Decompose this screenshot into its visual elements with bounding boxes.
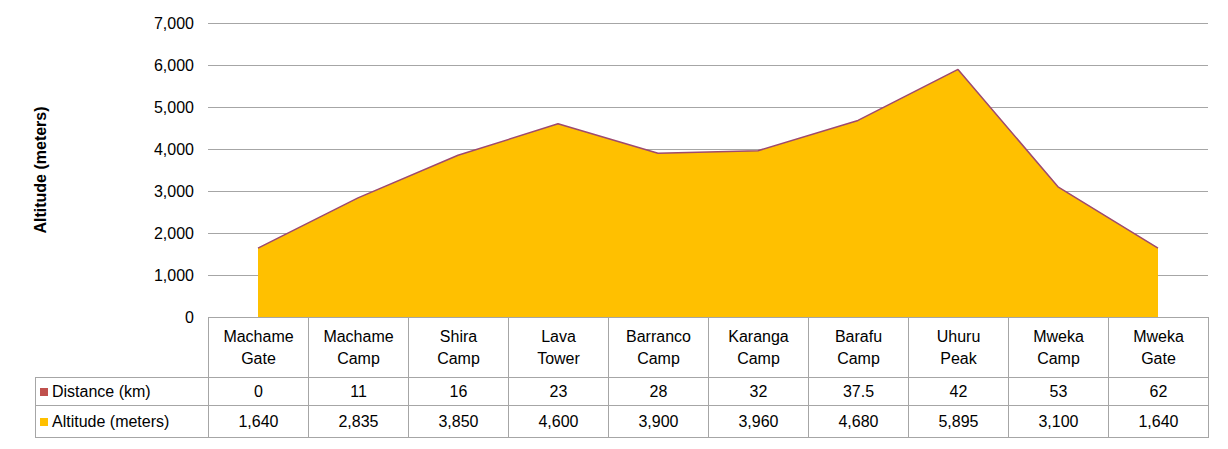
html-text:53: 53 (1049, 382, 1068, 400)
html-text:Mweka: Mweka (1133, 327, 1184, 345)
html-text:2,835: 2,835 (338, 412, 379, 430)
html-text:37.5: 37.5 (842, 382, 875, 400)
svg-text:4,000: 4,000 (154, 141, 194, 158)
html-text:62: 62 (1149, 382, 1168, 400)
html-text:3,100: 3,100 (1038, 412, 1079, 430)
html-text:Uhuru: Uhuru (936, 327, 981, 345)
html-text:Karanga: Karanga (728, 327, 789, 345)
html-text:Machame: Machame (223, 327, 294, 345)
html-text:Camp: Camp (437, 349, 480, 367)
html-text:1,640: 1,640 (238, 412, 279, 430)
html-text:Camp: Camp (1037, 349, 1080, 367)
html-text:Barafu: Barafu (834, 327, 883, 345)
html-text:Peak: Peak (940, 349, 977, 367)
html-text:Gate: Gate (1141, 349, 1176, 367)
html-text:4,600: 4,600 (538, 412, 579, 430)
html-text:Altitude (meters): Altitude (meters) (52, 412, 170, 430)
html-text:1,640: 1,640 (1138, 412, 1179, 430)
html-text:Distance (km): Distance (km) (52, 382, 151, 400)
html-text:0: 0 (254, 382, 263, 400)
svg-text:Altitude (meters): Altitude (meters) (32, 106, 49, 233)
html-text:28: 28 (649, 382, 668, 400)
html-text:3,960: 3,960 (738, 412, 779, 430)
svg-text:3,000: 3,000 (154, 183, 194, 200)
html-text:3,850: 3,850 (438, 412, 479, 430)
html-text:3,900: 3,900 (638, 412, 679, 430)
html-text:42: 42 (949, 382, 968, 400)
html-text:Gate: Gate (241, 349, 276, 367)
svg-text:2,000: 2,000 (154, 225, 194, 242)
svg-text:7,000: 7,000 (154, 15, 194, 32)
html-text:Mweka: Mweka (1033, 327, 1084, 345)
html-text:Camp: Camp (837, 349, 880, 367)
svg-text:5,000: 5,000 (154, 99, 194, 116)
html-text:Machame: Machame (323, 327, 394, 345)
html-text:5,895: 5,895 (938, 412, 979, 430)
html-text:Camp: Camp (337, 349, 380, 367)
html-text:Shira: Shira (439, 327, 478, 345)
html-text:Camp: Camp (737, 349, 780, 367)
html-text:Barranco: Barranco (626, 327, 691, 345)
html-text:23: 23 (549, 382, 568, 400)
html-text:11: 11 (350, 382, 367, 400)
html-text:16: 16 (449, 382, 468, 400)
svg-text:6,000: 6,000 (154, 57, 194, 74)
svg-text:1,000: 1,000 (154, 267, 194, 284)
html-text:Lava: Lava (541, 327, 576, 345)
svg-text:0: 0 (185, 308, 194, 326)
html-text:32: 32 (749, 382, 768, 400)
html-text:Tower: Tower (537, 349, 580, 367)
html-text:4,680: 4,680 (838, 412, 879, 430)
html-text:Camp: Camp (637, 349, 680, 367)
